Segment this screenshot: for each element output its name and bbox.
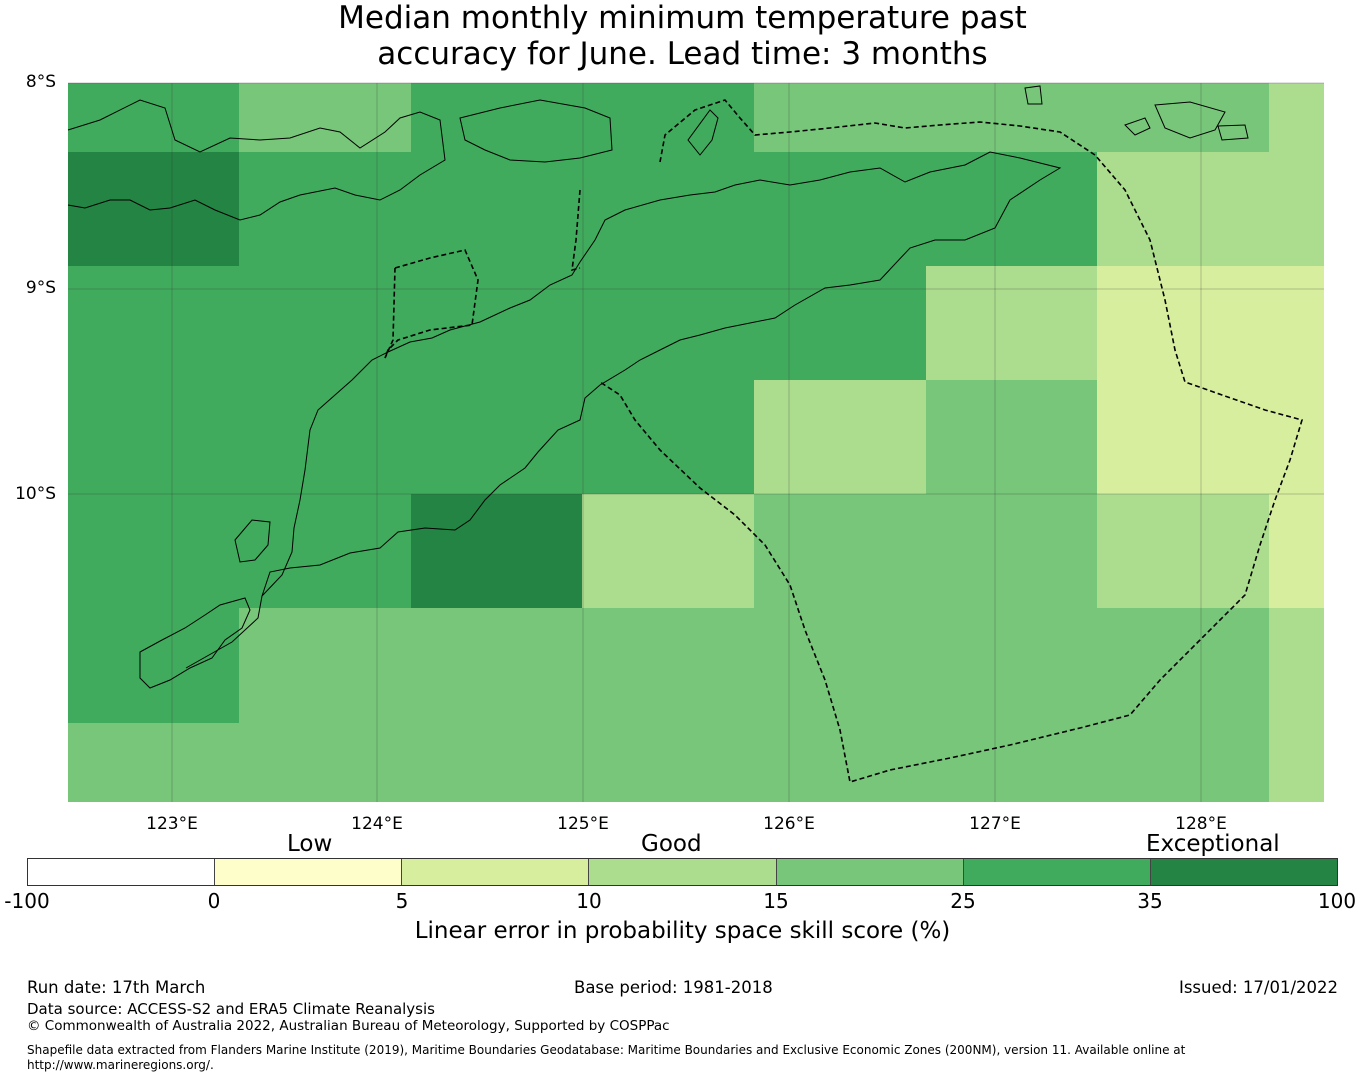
tick-5: 5	[395, 889, 409, 913]
colorbar-segment-2	[402, 859, 590, 885]
grid-cell-r3-c2	[926, 380, 1097, 494]
data-source: Data source: ACCESS-S2 and ERA5 Climate …	[27, 1000, 435, 1018]
grid-cell-r5-c0	[68, 608, 239, 723]
lat-label-10s: 10°S	[15, 484, 56, 504]
title-line-2: accuracy for June. Lead time: 3 months	[377, 36, 988, 72]
maritime-boundaries	[384, 99, 1304, 784]
tick-10: 10	[576, 889, 602, 913]
grid-cell-r4-c4	[1097, 494, 1269, 608]
grid-cell-r5-c2	[1269, 608, 1324, 723]
boundary-timor-leste-eez	[599, 99, 1304, 784]
grid-cell-r0-c3	[754, 83, 1269, 152]
coastline-wetar	[1124, 101, 1226, 139]
tick-35: 35	[1137, 889, 1163, 913]
colorbar-title: Linear error in probability space skill …	[414, 918, 951, 944]
tick-15: 15	[763, 889, 789, 913]
coastline-timor	[185, 151, 1062, 669]
grid-cell-r3-c1	[754, 380, 926, 494]
title-line-1: Median monthly minimum temperature past	[338, 0, 1027, 36]
grid-cell-r1-c2	[1097, 152, 1324, 266]
grid-cell-r6-c1	[1269, 723, 1324, 802]
category-exceptional: Exceptional	[1146, 831, 1280, 857]
coastline	[67, 85, 1249, 689]
graticule	[68, 82, 1324, 802]
shapefile-credit-1: Shapefile data extracted from Flanders M…	[27, 1043, 1186, 1057]
coastline-islet	[1024, 85, 1249, 141]
base-period: Base period: 1981-2018	[574, 978, 773, 997]
grid-cell-r0-c4	[1269, 83, 1324, 152]
issued-date: Issued: 17/01/2022	[1178, 978, 1338, 997]
coastline-atauro	[687, 109, 719, 156]
run-date: Run date: 17th March	[27, 978, 206, 997]
tick-minus-100: -100	[4, 889, 50, 913]
lat-label-8s: 8°S	[25, 72, 56, 92]
grid-cell-r4-c1	[411, 494, 582, 608]
grid-cell-r2-c1	[926, 266, 1097, 380]
grid-cell-r0-c0	[68, 83, 239, 152]
copyright: © Commonwealth of Australia 2022, Austra…	[27, 1018, 670, 1034]
lon-label-128e: 128°E	[1175, 814, 1227, 834]
coastline-alor	[67, 99, 446, 221]
category-low: Low	[287, 831, 333, 857]
lon-label-124e: 124°E	[351, 814, 403, 834]
grid-cell-r2-c2	[1097, 266, 1324, 380]
tick-25: 25	[950, 889, 976, 913]
lat-label-9s: 9°S	[25, 278, 56, 298]
grid-cell-r0-c2	[411, 83, 754, 152]
grid-cell-r6-c0	[68, 723, 1269, 802]
lon-label-125e: 125°E	[557, 814, 609, 834]
tick-100: 100	[1317, 889, 1357, 913]
grid-cell-r3-c0	[68, 380, 754, 494]
boundary-oecusse	[384, 189, 581, 359]
lon-label-123e: 123°E	[146, 814, 198, 834]
coastline-pantar	[459, 99, 613, 163]
colorbar	[27, 858, 1338, 886]
grid-cell-r1-c1	[239, 152, 1097, 266]
grid-cell-r3-c3	[1097, 380, 1324, 494]
map-title: Median monthly minimum temperature past …	[0, 0, 1365, 72]
lon-label-127e: 127°E	[969, 814, 1021, 834]
lon-label-126e: 126°E	[763, 814, 815, 834]
grid-cell-r4-c2	[582, 494, 754, 608]
grid-cell-r4-c5	[1269, 494, 1324, 608]
colorbar-segment-6	[1150, 859, 1337, 885]
grid-cell-r2-c0	[68, 266, 926, 380]
tick-0: 0	[207, 889, 221, 913]
grid-cell-r4-c0	[68, 494, 411, 608]
grid-cell-r4-c3	[754, 494, 1097, 608]
colorbar-segment-0	[28, 859, 216, 885]
skill-grid-cells	[68, 83, 1324, 802]
category-good: Good	[641, 831, 702, 857]
shapefile-credit-2: http://www.marineregions.org/.	[27, 1058, 214, 1072]
colorbar-segment-3	[589, 859, 777, 885]
grid-cell-r5-c1	[239, 608, 1269, 723]
colorbar-segment-5	[963, 859, 1151, 885]
coastline-semau	[234, 519, 271, 563]
colorbar-segment-4	[776, 859, 964, 885]
grid-cell-r0-c1	[239, 83, 411, 152]
colorbar-segment-1	[215, 859, 403, 885]
grid-cell-r1-c0	[68, 152, 239, 266]
coastline-rote	[139, 597, 251, 689]
